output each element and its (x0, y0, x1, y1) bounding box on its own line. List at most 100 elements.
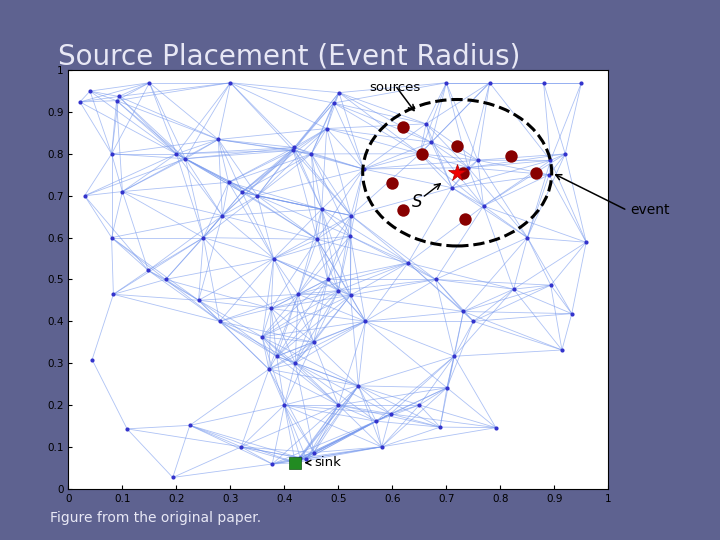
Text: sink: sink (314, 456, 341, 469)
Point (441, 78, 452, 87)
Point (287, 146, 299, 155)
Point (271, 352, 282, 361)
Point (449, 352, 460, 361)
Point (430, 275, 441, 284)
Point (167, 473, 179, 482)
Point (457, 168, 469, 177)
Point (530, 168, 541, 177)
Point (214, 317, 225, 326)
Point (459, 214, 471, 223)
Point (451, 141, 463, 150)
Point (538, 78, 549, 87)
Point (84, 87, 96, 96)
Point (289, 458, 301, 467)
Text: sources: sources (369, 80, 420, 93)
Point (74, 98, 86, 106)
Point (179, 154, 191, 163)
Point (316, 205, 328, 213)
Point (545, 156, 557, 165)
Point (521, 233, 533, 242)
Point (397, 206, 409, 215)
Point (294, 454, 306, 462)
Point (566, 309, 577, 318)
Point (266, 304, 277, 313)
Point (333, 401, 344, 409)
Point (505, 152, 517, 160)
Point (263, 365, 274, 374)
Point (143, 266, 154, 275)
Point (544, 171, 555, 179)
Point (333, 89, 345, 97)
Point (197, 233, 210, 242)
Point (353, 382, 364, 390)
Point (193, 296, 204, 305)
Point (508, 285, 519, 294)
Point (580, 238, 592, 247)
Point (468, 317, 480, 326)
Point (413, 401, 425, 409)
Point (559, 150, 571, 158)
Point (111, 96, 122, 105)
Point (121, 424, 132, 433)
Point (217, 211, 228, 220)
Point (370, 417, 382, 426)
Point (236, 188, 248, 197)
Point (426, 138, 437, 146)
Point (292, 290, 304, 299)
Point (235, 443, 247, 451)
Point (312, 235, 323, 244)
Point (308, 338, 320, 347)
Point (266, 460, 278, 468)
Point (346, 211, 357, 220)
Point (416, 150, 428, 158)
Point (376, 443, 387, 451)
Point (86, 355, 98, 364)
Point (420, 119, 432, 128)
Text: Source Placement (Event Radius): Source Placement (Event Radius) (58, 43, 520, 71)
Point (106, 233, 117, 242)
Point (308, 448, 320, 457)
Point (414, 150, 426, 158)
Point (144, 78, 156, 87)
Text: Figure from the original paper.: Figure from the original paper. (50, 511, 261, 525)
Point (321, 124, 333, 133)
Point (345, 291, 356, 300)
Point (387, 179, 398, 187)
Point (358, 165, 369, 173)
Point (402, 259, 414, 267)
Point (184, 421, 196, 430)
Point (333, 286, 344, 295)
Point (113, 92, 125, 101)
Point (397, 123, 409, 131)
Point (328, 99, 339, 107)
Text: S: S (411, 193, 422, 211)
Point (305, 150, 317, 158)
Point (279, 401, 290, 409)
Point (441, 383, 453, 392)
Text: event: event (630, 204, 670, 218)
Point (384, 409, 396, 418)
Point (484, 78, 495, 87)
Point (359, 317, 372, 326)
Point (545, 281, 557, 289)
Point (490, 423, 502, 432)
Point (576, 78, 588, 87)
Point (79, 191, 91, 200)
Point (222, 178, 234, 187)
Point (434, 423, 446, 431)
Point (301, 455, 312, 463)
Point (225, 78, 236, 87)
Point (322, 275, 333, 284)
Point (212, 135, 224, 144)
Point (462, 164, 474, 172)
Point (344, 232, 356, 240)
Point (472, 156, 483, 165)
Point (256, 333, 268, 341)
Point (458, 307, 469, 316)
Point (107, 290, 119, 299)
Point (289, 143, 300, 152)
Point (268, 254, 279, 263)
Point (160, 275, 171, 284)
Point (556, 346, 567, 354)
Point (289, 359, 301, 367)
